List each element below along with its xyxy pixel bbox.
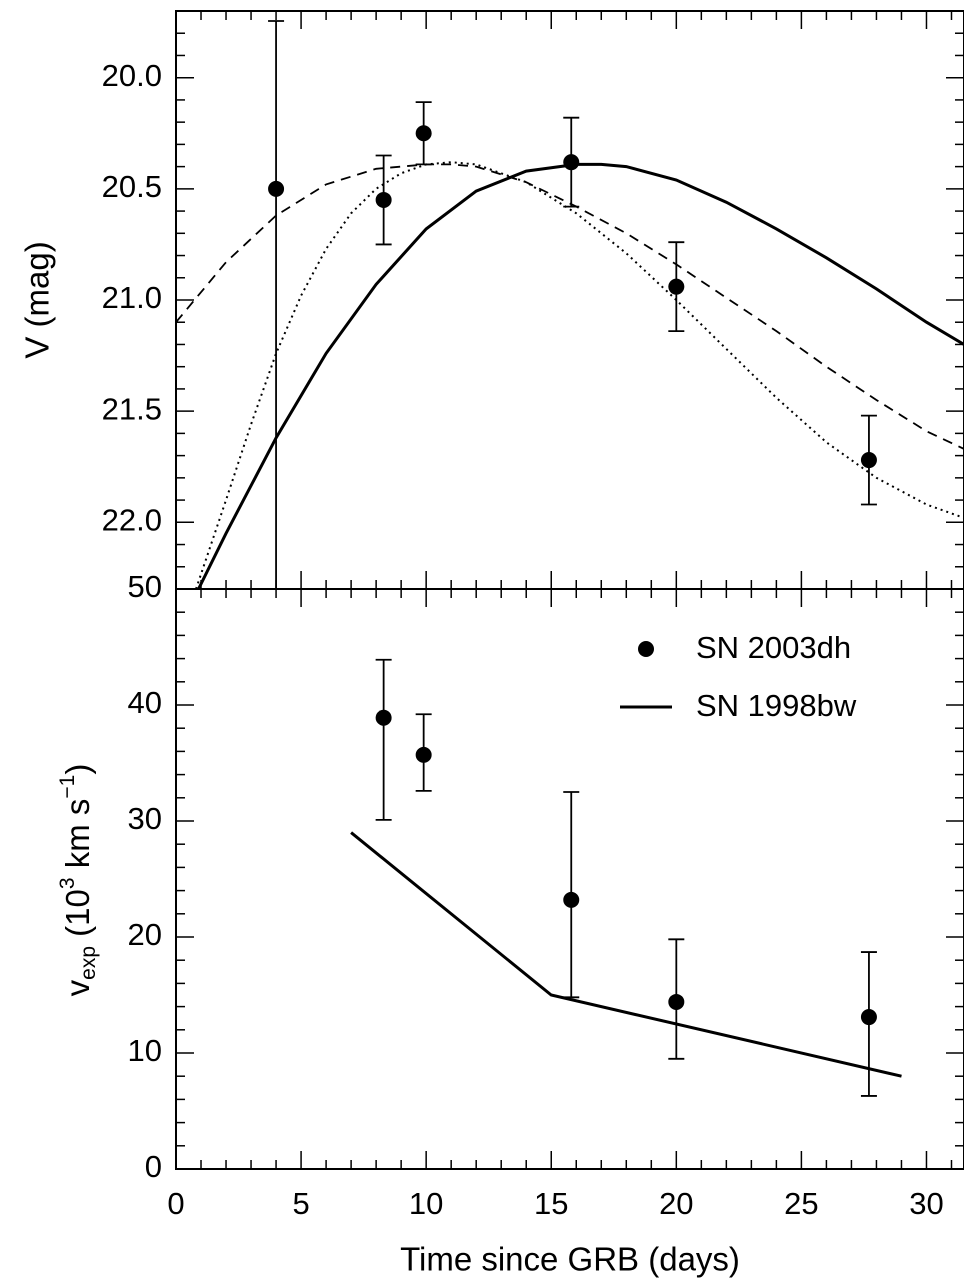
- top-y-tick-label: 21.0: [102, 280, 162, 315]
- ylabel-pre: (10: [59, 889, 96, 946]
- x-tick-label: 10: [409, 1186, 443, 1221]
- sn1998bw-line: [350, 831, 902, 1078]
- top-y-tick-label: 21.5: [102, 391, 162, 426]
- top-data-point: [415, 125, 432, 142]
- top-model-curves: [176, 161, 964, 589]
- top-ticks: [175, 10, 964, 590]
- x-tick-label: 0: [167, 1186, 184, 1221]
- top-data-point: [268, 180, 285, 197]
- x-axis-title: Time since GRB (days): [400, 1241, 740, 1278]
- top-data-point: [563, 154, 580, 171]
- sn2003dh-point: [668, 993, 685, 1010]
- legend-label-sn2003dh: SN 2003dh: [696, 630, 851, 665]
- top-data-points: [268, 20, 877, 589]
- top-y-tick-label: 20.0: [102, 58, 162, 93]
- bottom-data-points: [375, 658, 877, 1097]
- ylabel-close: ): [59, 764, 96, 775]
- bottom-model-line: [350, 831, 902, 1078]
- bottom-y-tick-label: 10: [128, 1033, 162, 1068]
- top-curve-solid: [197, 162, 964, 589]
- bottom-panel: 0 10 20 30 40 50 0 5 10 15 20 25 30 vexp (103 km s−…: [56, 569, 964, 1278]
- legend-marker-sn2003dh: [638, 641, 654, 657]
- bottom-y-tick-label: 30: [128, 801, 162, 836]
- top-panel: 20.0 20.5 21.0 21.5 22.0 V (mag): [19, 10, 964, 590]
- x-tick-labels: 0 5 10 15 20 25 30: [167, 1186, 943, 1221]
- ylabel-sup2: −1: [56, 775, 79, 799]
- top-y-tick-labels: 20.0 20.5 21.0 21.5 22.0: [102, 58, 162, 538]
- legend-label-sn1998bw: SN 1998bw: [696, 688, 857, 723]
- bottom-ticks: [175, 588, 964, 1170]
- top-data-point: [668, 278, 685, 295]
- bottom-y-tick-labels: 0 10 20 30 40 50: [128, 569, 162, 1184]
- ylabel-sup: 3: [56, 877, 79, 889]
- sn2003dh-point: [375, 709, 392, 726]
- sn2003dh-point: [415, 746, 432, 763]
- bottom-y-axis-title: vexp (103 km s−1): [56, 764, 100, 997]
- bottom-plot-frame: [175, 588, 964, 1170]
- top-y-tick-label: 22.0: [102, 502, 162, 537]
- ylabel-main: v: [59, 979, 96, 996]
- x-tick-label: 15: [534, 1186, 568, 1221]
- legend: SN 2003dh SN 1998bw: [620, 630, 857, 723]
- bottom-y-tick-label: 20: [128, 917, 162, 952]
- top-data-point: [375, 191, 392, 208]
- sn2003dh-point: [860, 1009, 877, 1026]
- x-tick-label: 30: [909, 1186, 943, 1221]
- top-curve-dashed: [176, 163, 964, 450]
- x-tick-label: 5: [292, 1186, 309, 1221]
- ylabel-post: km s: [59, 799, 96, 878]
- top-y-tick-label: 20.5: [102, 169, 162, 204]
- top-data-point: [860, 452, 877, 469]
- top-curve-dotted: [195, 161, 964, 589]
- sn2003dh-point: [563, 891, 580, 908]
- x-tick-label: 20: [659, 1186, 693, 1221]
- top-y-axis-title: V (mag): [19, 241, 56, 358]
- bottom-y-tick-label: 40: [128, 685, 162, 720]
- x-tick-label: 25: [784, 1186, 818, 1221]
- ylabel-sub: exp: [77, 946, 100, 980]
- bottom-y-tick-label: 50: [128, 569, 162, 604]
- bottom-y-tick-label: 0: [145, 1149, 162, 1184]
- top-plot-frame: [175, 10, 964, 590]
